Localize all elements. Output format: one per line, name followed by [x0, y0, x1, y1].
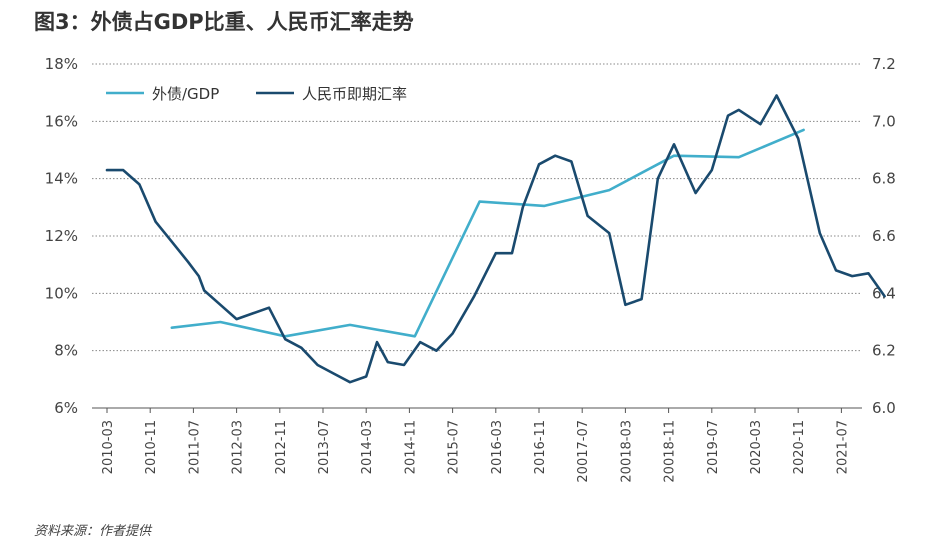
axes — [92, 407, 862, 413]
x-tick-label: 20017-07 — [576, 420, 591, 483]
x-tick-label: 20018-03 — [619, 420, 634, 483]
y-left-tick-label: 16% — [45, 112, 78, 130]
y-left-tick-label: 8% — [54, 342, 78, 360]
y-right-tick-label: 6.0 — [872, 399, 896, 417]
series-line-rmb-rate — [105, 94, 886, 384]
y-right-tick-label: 6.2 — [872, 342, 896, 360]
x-tick-label: 2010-11 — [144, 420, 159, 474]
x-tick-label: 2020-03 — [749, 420, 764, 474]
x-tick-label: 2019-07 — [706, 420, 721, 474]
series-line-debt-gdp — [170, 128, 805, 338]
x-tick-label: 2010-03 — [101, 420, 116, 474]
y-left-tick-label: 6% — [54, 399, 78, 417]
x-tick-label: 2012-11 — [274, 420, 289, 474]
legend-item-debt-gdp-label: 外债/GDP — [152, 85, 219, 103]
x-tick-label: 2020-11 — [792, 420, 807, 474]
x-tick-label: 20018-11 — [663, 420, 678, 483]
series-lines — [105, 94, 886, 384]
legend: 外债/GDP 人民币即期汇率 — [106, 85, 407, 103]
x-tick-label: 2016-11 — [533, 420, 548, 474]
x-tick-label: 2012-03 — [231, 420, 246, 474]
x-tick-label: 2013-07 — [317, 420, 332, 474]
x-tick-label: 2011-07 — [187, 420, 202, 474]
x-tick-label: 2014-03 — [360, 420, 375, 474]
y-right-tick-label: 6.6 — [872, 227, 896, 245]
y-left-tick-label: 10% — [45, 284, 78, 302]
x-tick-label: 2015-07 — [447, 420, 462, 474]
legend-item-rmb-rate-label: 人民币即期汇率 — [302, 85, 407, 103]
chart-title: 图3：外债占GDP比重、人民币汇率走势 — [34, 10, 414, 34]
y-right-tick-label: 7.2 — [872, 55, 896, 73]
y-left-tick-label: 14% — [45, 170, 78, 188]
y-right-tick-label: 7.0 — [872, 112, 896, 130]
x-tick-label: 2016-03 — [490, 420, 505, 474]
y-left-tick-label: 18% — [45, 55, 78, 73]
x-tick-label: 2014-11 — [403, 420, 418, 474]
y-right-tick-label: 6.8 — [872, 170, 896, 188]
y-left-tick-label: 12% — [45, 227, 78, 245]
source-note: 资料来源：作者提供 — [34, 524, 152, 539]
tick-labels: 6%8%10%12%14%16%18%6.06.26.46.66.87.07.2… — [45, 55, 896, 483]
x-tick-label: 2021-07 — [835, 420, 850, 474]
